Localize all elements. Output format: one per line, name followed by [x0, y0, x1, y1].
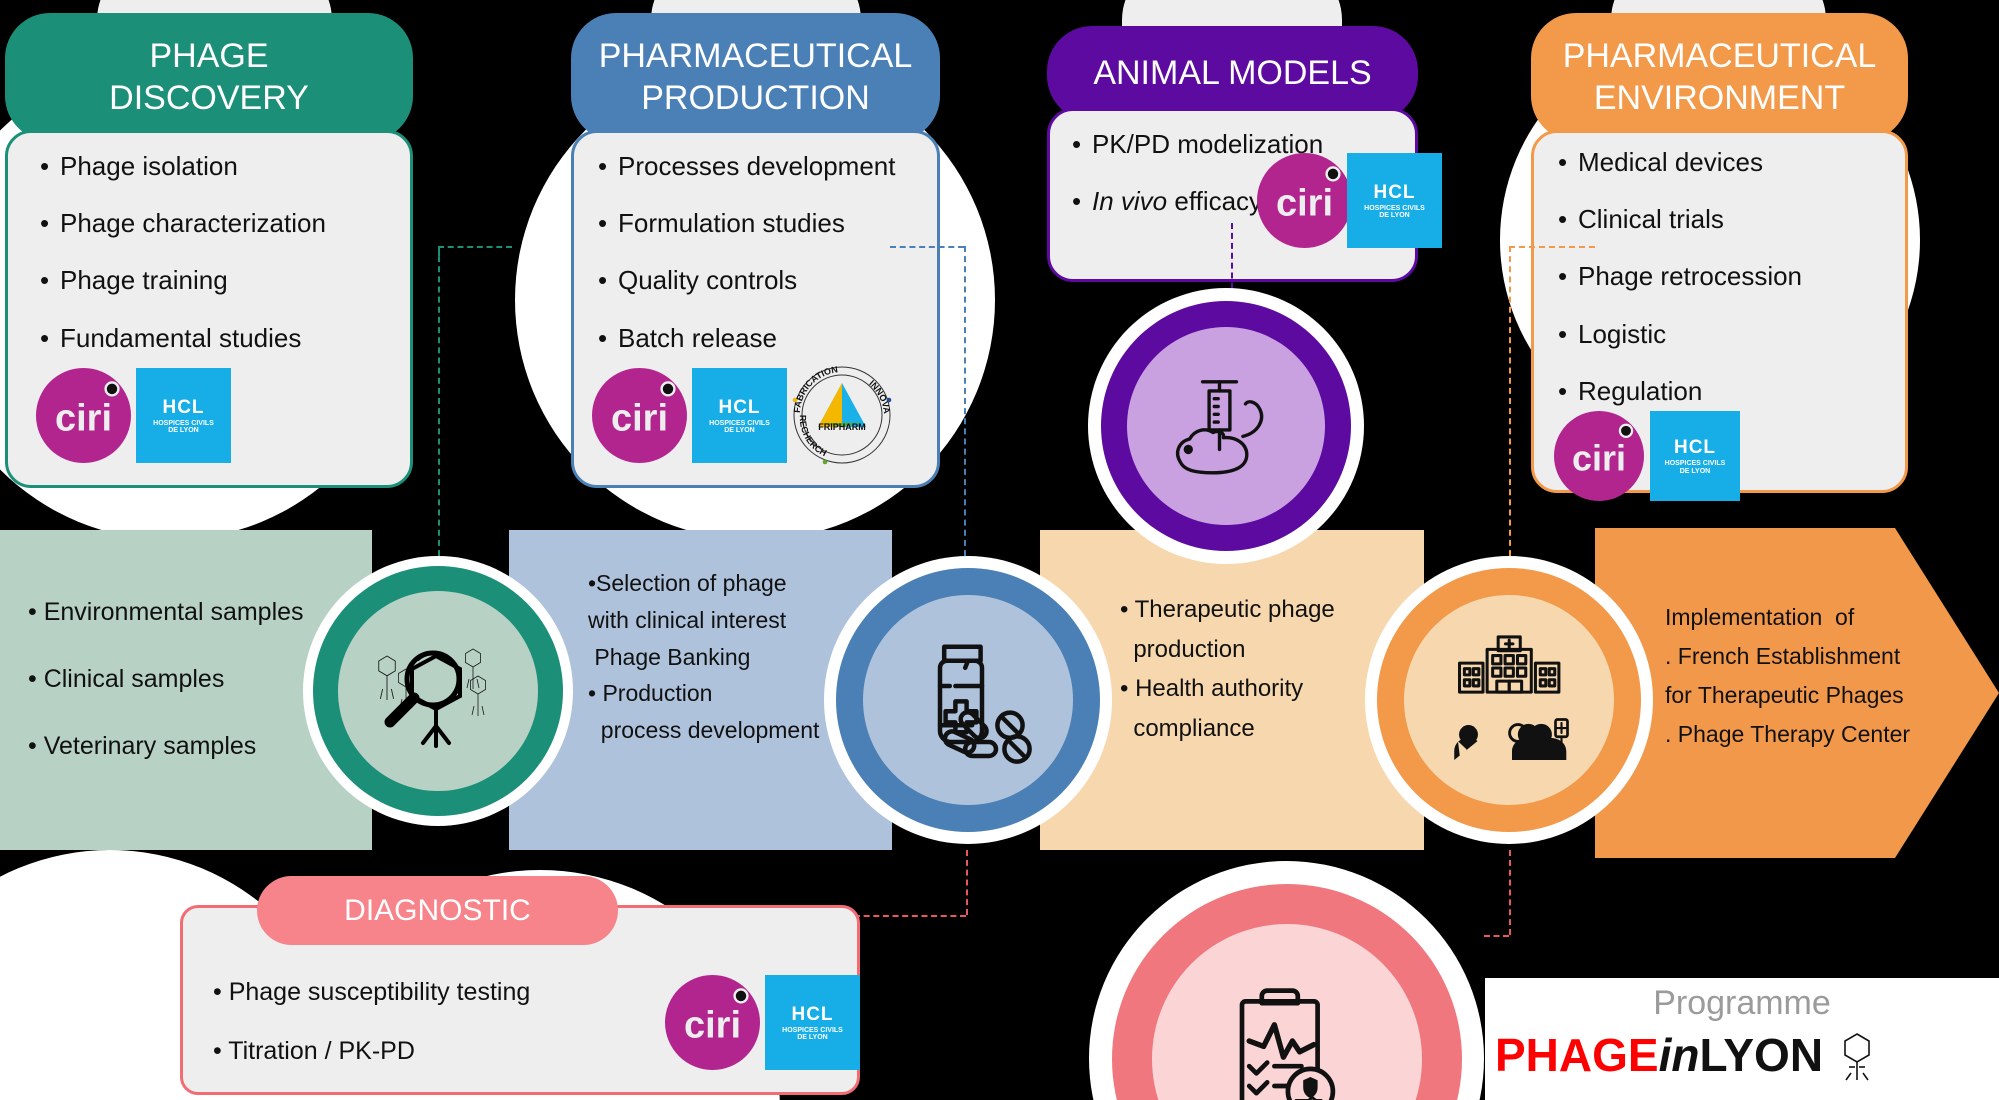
svg-text:ciri: ciri [684, 1005, 741, 1047]
svg-text:ciri: ciri [1276, 183, 1333, 225]
svg-text:FRIPHARM: FRIPHARM [818, 422, 866, 432]
svg-text:ciri: ciri [1572, 437, 1626, 478]
svg-text:ciri: ciri [611, 398, 668, 440]
svg-text:ciri: ciri [55, 398, 112, 440]
